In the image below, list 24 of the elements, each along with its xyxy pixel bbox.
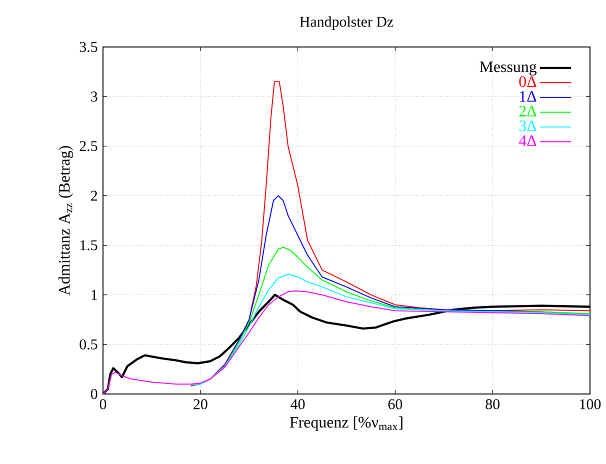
y-tick-label: 1	[92, 290, 97, 300]
legend-label: 0Δ	[519, 76, 536, 88]
legend-label: 3Δ	[519, 120, 536, 132]
x-tick-label: 0	[100, 399, 106, 410]
y-tick-label: 0	[90, 388, 98, 400]
x-axis-title: Frequenz [%ν$_{max}$]	[290, 416, 402, 431]
x-tick-label: 100	[580, 399, 601, 410]
chart-title: Handpolster Dz	[300, 16, 394, 30]
legend-label: 1Δ	[520, 91, 536, 102]
x-tick-label: 60	[388, 399, 402, 410]
y-axis-title: Admittanz A$_{zz}$ (Betrag)	[58, 146, 73, 296]
legend-label: 2Δ	[519, 106, 536, 116]
legend-label: 4Δ	[518, 135, 536, 146]
y-tick-label: 2	[91, 190, 97, 201]
y-tick-label: 0.5	[80, 339, 98, 350]
x-tick-label: 80	[486, 399, 500, 410]
legend-label: Messung	[480, 62, 537, 76]
y-tick-label: 3	[91, 92, 98, 102]
y-tick-label: 3.5	[80, 42, 98, 52]
line-series	[190, 274, 590, 386]
y-tick-label: 1.5	[80, 240, 98, 250]
x-tick-label: 20	[194, 399, 208, 410]
y-tick-label: 2.5	[80, 141, 98, 152]
x-tick-label: 40	[290, 399, 305, 410]
